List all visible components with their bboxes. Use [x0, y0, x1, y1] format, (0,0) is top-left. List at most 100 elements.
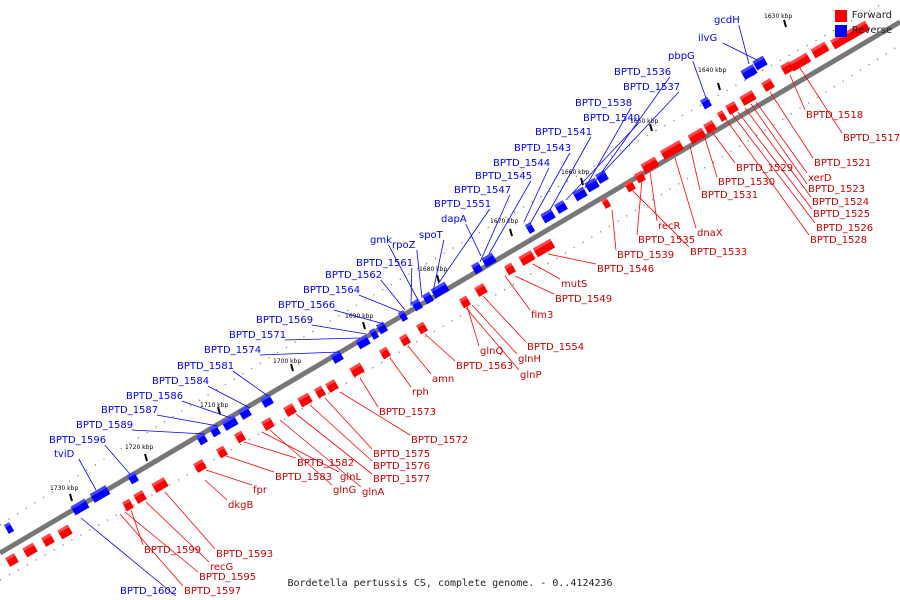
reverse-gene-label: spoT	[419, 230, 444, 241]
forward-leader	[309, 404, 373, 462]
forward-gene-label: BPTD_1530	[718, 177, 775, 188]
reverse-gene-label: gcdH	[714, 15, 740, 26]
forward-leader	[145, 501, 210, 563]
reverse-leader	[78, 458, 97, 491]
forward-gene-label: BPTD_1528	[810, 235, 867, 246]
forward-gene-label: BPTD_1546	[597, 264, 654, 275]
forward-gene	[810, 41, 830, 59]
reverse-gene-label: BPTD_1581	[177, 361, 234, 372]
forward-gene	[297, 392, 313, 408]
tick-label: 1710 kbp	[200, 402, 228, 409]
reverse-gene-label: BPTD_1561	[356, 258, 413, 269]
tick-1690: 1690 kbp	[345, 313, 373, 330]
forward-gene-label: glnH	[518, 354, 541, 365]
tick-1680: 1680 kbp	[419, 266, 447, 283]
forward-leader	[799, 67, 843, 134]
forward-strand-genes	[5, 20, 870, 567]
reverse-gene-label: BPTD_1551	[434, 199, 491, 210]
forward-gene-label: BPTD_1535	[638, 235, 695, 246]
reverse-leader	[738, 24, 750, 65]
reverse-gene-label: gmk	[370, 235, 392, 246]
forward-leader	[514, 275, 555, 295]
reverse-leader	[80, 517, 177, 597]
forward-swatch	[834, 9, 847, 22]
forward-gene-label: recR	[658, 221, 681, 232]
reverse-gene	[238, 406, 252, 420]
forward-leader	[750, 103, 808, 185]
reverse-leader	[388, 244, 419, 301]
tick-1670: 1670 kbp	[490, 218, 518, 237]
reverse-gene	[221, 415, 239, 431]
reverse-gene	[70, 498, 90, 516]
forward-leader	[737, 111, 813, 210]
forward-leader	[724, 117, 810, 236]
reverse-leader	[565, 122, 640, 201]
reverse-gene	[752, 55, 768, 71]
reverse-gene	[430, 281, 450, 299]
forward-gene-label: BPTD_1549	[555, 294, 612, 305]
forward-gene	[725, 101, 739, 115]
forward-gene-label: BPTD_1593	[216, 549, 273, 560]
forward-gene-label: fpr	[253, 485, 268, 496]
reverse-gene-label: BPTD_1584	[152, 376, 209, 387]
forward-gene	[193, 459, 207, 473]
reverse-leader	[131, 429, 206, 435]
forward-gene-label: glnA	[362, 487, 384, 498]
reverse-gene-label: BPTD_1574	[204, 345, 261, 356]
reverse-gene	[471, 261, 483, 275]
forward-gene	[739, 90, 757, 106]
forward-leader	[225, 455, 275, 473]
inner-guide-arc	[0, 44, 900, 581]
reverse-gene-label: BPTD_1540	[583, 113, 640, 124]
forward-gene	[399, 333, 411, 347]
genome-backbone	[0, 19, 900, 556]
forward-leader	[279, 419, 362, 488]
tick-label: 1650 kbp	[630, 118, 658, 125]
forward-leader	[164, 491, 216, 550]
reverse-leader	[437, 208, 491, 285]
reverse-leader	[523, 167, 550, 223]
forward-leader	[611, 209, 617, 251]
forward-gene-label: BPTD_1575	[373, 449, 430, 460]
reverse-gene-label: BPTD_1544	[493, 158, 550, 169]
reverse-leader	[595, 91, 680, 181]
reverse-leader	[207, 385, 251, 409]
forward-gene-label: dnaX	[697, 228, 723, 239]
tick-1650: 1650 kbp	[630, 118, 658, 132]
tick-1730: 1730 kbp	[50, 485, 78, 502]
forward-gene	[624, 179, 636, 193]
reverse-gene	[411, 298, 423, 312]
reverse-leader	[232, 370, 269, 397]
forward-gene-label: BPTD_1573	[379, 407, 436, 418]
reverse-gene-label: BPTD_1569	[256, 315, 313, 326]
forward-leader	[324, 397, 373, 450]
forward-label-leaders	[119, 67, 843, 587]
reverse-gene-label: BPTD_1547	[454, 185, 511, 196]
forward-leader	[295, 413, 373, 475]
tick-label: 1700 kbp	[273, 358, 301, 365]
reverse-gene	[89, 485, 111, 503]
tick-1630: 1630 kbp	[764, 13, 792, 28]
reverse-gene	[196, 432, 208, 446]
reverse-leader	[259, 351, 341, 356]
tick-label: 1730 kbp	[50, 485, 78, 492]
forward-gene-label: mutS	[561, 279, 587, 290]
reverse-leader	[358, 294, 402, 313]
tick-1700: 1700 kbp	[273, 358, 301, 372]
reverse-leader	[156, 414, 219, 427]
forward-gene	[830, 20, 870, 50]
tick-label: 1680 kbp	[419, 266, 447, 273]
forward-leader	[744, 107, 812, 198]
forward-gene	[518, 250, 536, 266]
forward-leader	[547, 253, 597, 265]
reverse-gene	[481, 252, 497, 268]
forward-leader	[389, 357, 412, 388]
reverse-leader	[722, 42, 758, 61]
forward-gene-label: BPTD_1554	[527, 342, 584, 353]
reverse-leader	[529, 152, 571, 225]
reverse-leader	[601, 76, 671, 173]
forward-gene-label: BPTD_1518	[806, 110, 863, 121]
reverse-leader	[432, 239, 445, 293]
forward-gene-label: BPTD_1521	[814, 158, 871, 169]
